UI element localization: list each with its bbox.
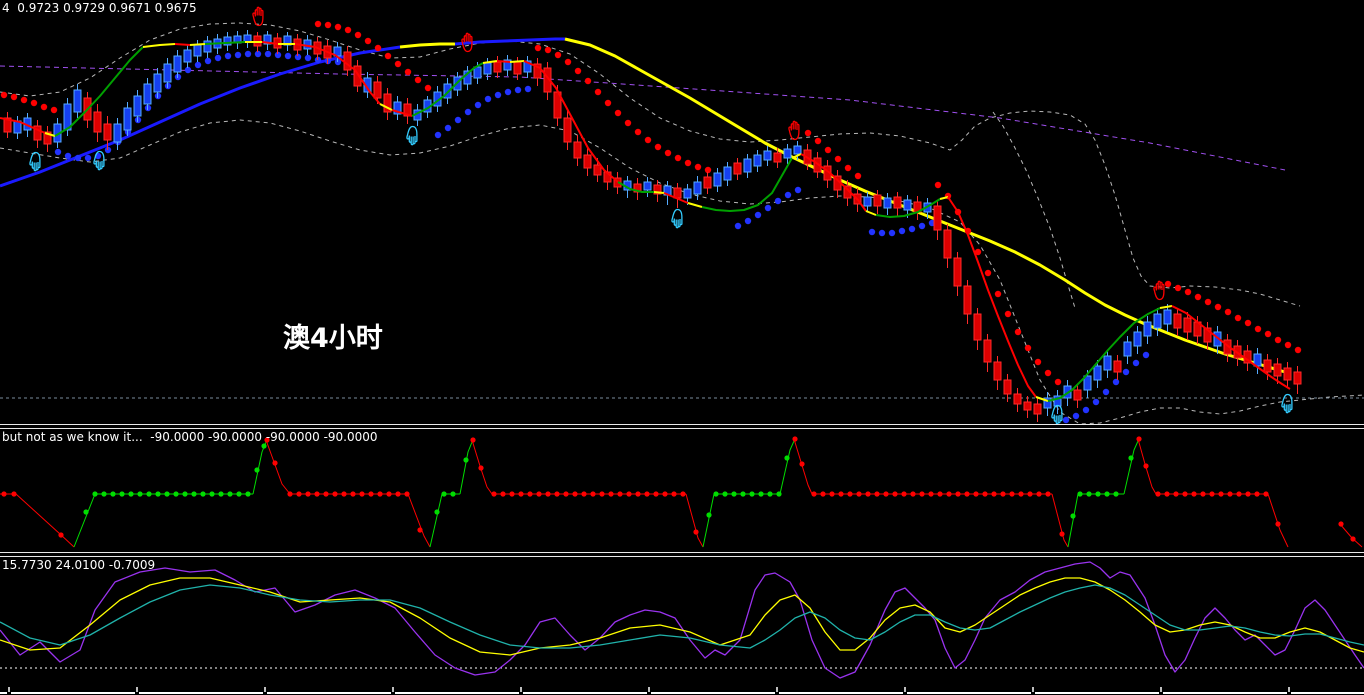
- oscillator-panel: 15.7730 24.0100 -0.7009: [0, 557, 1364, 682]
- time-axis-canvas[interactable]: [0, 684, 1364, 695]
- ohlc-readout: 4 0.9723 0.9729 0.9671 0.9675: [2, 1, 197, 15]
- price-chart-panel: 4 0.9723 0.9729 0.9671 0.9675 澳4小时: [0, 0, 1364, 424]
- chart-watermark: 澳4小时: [283, 323, 383, 354]
- time-axis-strip: [0, 682, 1364, 695]
- panel-separator-1[interactable]: [0, 424, 1364, 429]
- cycle-indicator-readout: but not as we know it... -90.0000 -90.00…: [2, 430, 378, 444]
- oscillator-canvas[interactable]: [0, 557, 1364, 682]
- price-chart-canvas[interactable]: [0, 0, 1364, 424]
- cycle-indicator-canvas[interactable]: [0, 429, 1364, 552]
- cycle-indicator-panel: but not as we know it... -90.0000 -90.00…: [0, 429, 1364, 552]
- panel-separator-2[interactable]: [0, 552, 1364, 557]
- oscillator-readout: 15.7730 24.0100 -0.7009: [2, 558, 156, 572]
